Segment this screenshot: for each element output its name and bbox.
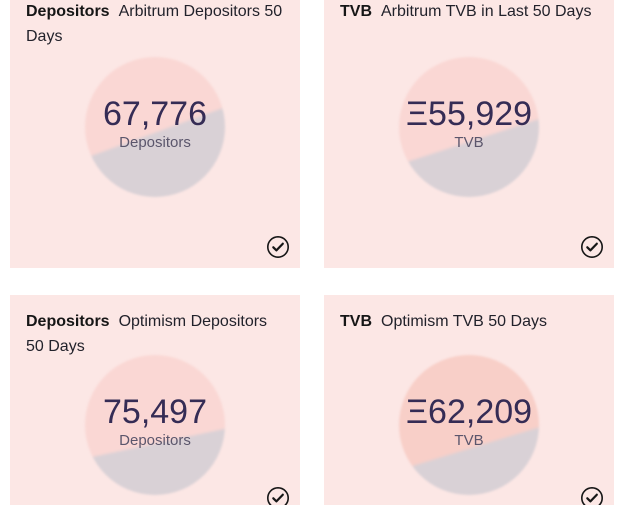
kpi-value: Ξ62,209 xyxy=(405,393,533,432)
card-header: Depositors Arbitrum Depositors 50 Days xyxy=(10,0,300,49)
card-header: Depositors Optimism Depositors 50 Days xyxy=(10,295,300,359)
kpi-readout: 67,776 Depositors xyxy=(10,57,300,197)
kpi-chart-circle xyxy=(85,355,225,495)
kpi-chart-circle xyxy=(399,57,539,197)
card-kicker: TVB xyxy=(340,313,372,330)
kpi-card-arbitrum-tvb[interactable]: TVB Arbitrum TVB in Last 50 Days Ξ55,929 … xyxy=(324,0,614,268)
kpi-readout: Ξ55,929 TVB xyxy=(324,57,614,197)
kpi-unit-label: TVB xyxy=(454,134,484,152)
card-title: Arbitrum Depositors 50 Days xyxy=(26,3,283,45)
kpi-unit-label: TVB xyxy=(454,432,484,450)
card-header: TVB Arbitrum TVB in Last 50 Days xyxy=(324,0,614,24)
kpi-card-optimism-tvb[interactable]: TVB Optimism TVB 50 Days Ξ62,209 TVB xyxy=(324,295,614,505)
kpi-chart-circle xyxy=(85,57,225,197)
card-header: TVB Optimism TVB 50 Days xyxy=(324,295,614,334)
check-circle-icon[interactable] xyxy=(266,235,290,259)
check-circle-icon[interactable] xyxy=(580,235,604,259)
kpi-card-arbitrum-depositors[interactable]: Depositors Arbitrum Depositors 50 Days 67… xyxy=(10,0,300,268)
kpi-value: Ξ55,929 xyxy=(405,95,533,134)
card-title: Optimism TVB 50 Days xyxy=(381,313,547,330)
kpi-unit-label: Depositors xyxy=(119,432,191,450)
card-kicker: Depositors xyxy=(26,3,110,20)
kpi-card-optimism-depositors[interactable]: Depositors Optimism Depositors 50 Days 75… xyxy=(10,295,300,505)
kpi-readout: 75,497 Depositors xyxy=(10,355,300,495)
kpi-readout: Ξ62,209 TVB xyxy=(324,355,614,495)
kpi-chart-circle xyxy=(399,355,539,495)
kpi-unit-label: Depositors xyxy=(119,134,191,152)
card-kicker: TVB xyxy=(340,3,372,20)
card-title: Optimism Depositors 50 Days xyxy=(26,313,268,355)
check-circle-icon[interactable] xyxy=(580,486,604,505)
check-circle-icon[interactable] xyxy=(266,486,290,505)
card-kicker: Depositors xyxy=(26,313,110,330)
card-title: Arbitrum TVB in Last 50 Days xyxy=(381,3,592,20)
kpi-value: 67,776 xyxy=(103,95,207,134)
kpi-value: 75,497 xyxy=(103,393,207,432)
